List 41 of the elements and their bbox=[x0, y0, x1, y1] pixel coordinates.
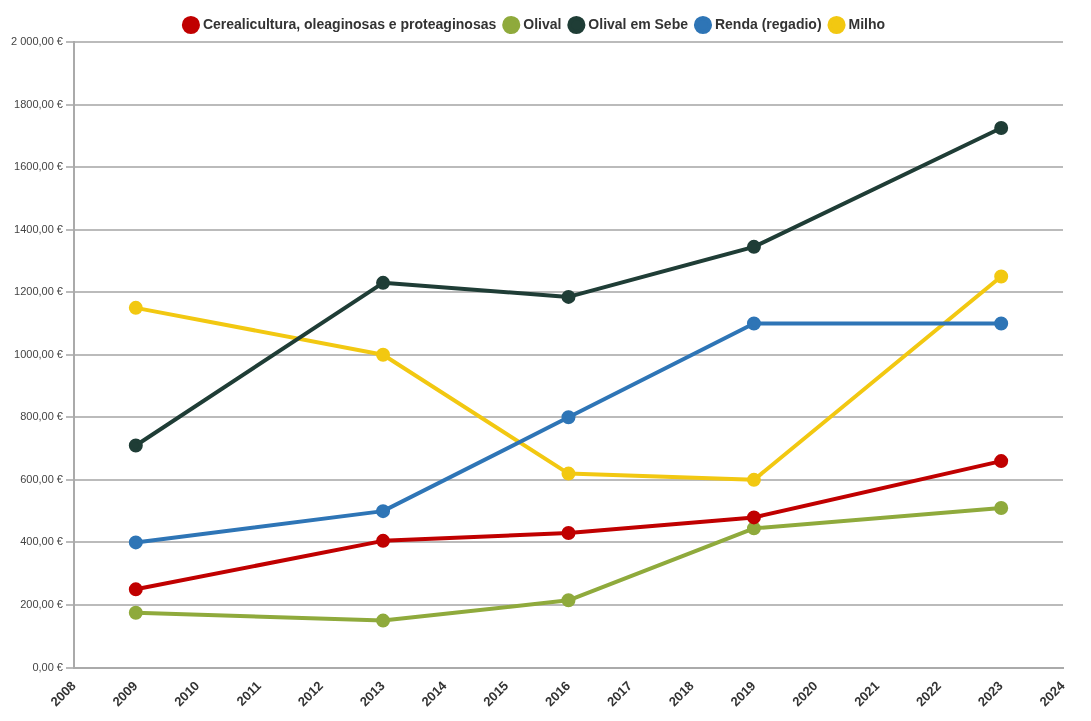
point bbox=[561, 526, 576, 541]
y-tick-label: 1000,00 € bbox=[14, 347, 63, 360]
point bbox=[561, 289, 576, 304]
point bbox=[128, 438, 143, 453]
point bbox=[746, 521, 761, 536]
y-tick-label: 2 000,00 € bbox=[10, 35, 63, 48]
point bbox=[128, 300, 143, 315]
point bbox=[561, 466, 576, 481]
y-tick-label: 800,00 € bbox=[20, 410, 63, 423]
y-tick-label: 1600,00 € bbox=[14, 160, 63, 173]
point bbox=[994, 454, 1009, 469]
point bbox=[994, 269, 1009, 284]
point bbox=[746, 316, 761, 331]
y-tick-label: 400,00 € bbox=[20, 535, 63, 548]
legend-label: Cerealicultura, oleaginosas e proteaginosas bbox=[202, 15, 497, 32]
legend-label: Olival em Sebe bbox=[588, 15, 689, 32]
point bbox=[994, 121, 1009, 136]
y-tick-label: 0,00 € bbox=[32, 660, 63, 673]
point bbox=[561, 410, 576, 425]
y-tick-label: 1400,00 € bbox=[14, 222, 63, 235]
point bbox=[994, 501, 1009, 516]
point bbox=[376, 504, 391, 519]
y-tick-label: 200,00 € bbox=[20, 598, 63, 610]
point bbox=[746, 239, 761, 254]
point bbox=[128, 535, 143, 550]
point bbox=[994, 316, 1009, 331]
point bbox=[376, 613, 391, 628]
point bbox=[746, 510, 761, 525]
point bbox=[376, 347, 391, 362]
point bbox=[561, 593, 576, 608]
legend-label: Olival bbox=[523, 15, 562, 32]
point bbox=[128, 582, 143, 597]
point bbox=[746, 472, 761, 487]
legend-label: Renda (regadio) bbox=[714, 15, 822, 32]
y-tick-label: 1200,00 € bbox=[14, 285, 63, 298]
legend-label: Milho bbox=[848, 15, 886, 32]
point bbox=[376, 533, 391, 548]
y-tick-label: 1800,00 € bbox=[14, 97, 63, 110]
point bbox=[376, 275, 391, 290]
y-tick-label: 600,00 € bbox=[20, 472, 63, 485]
point bbox=[128, 605, 143, 620]
